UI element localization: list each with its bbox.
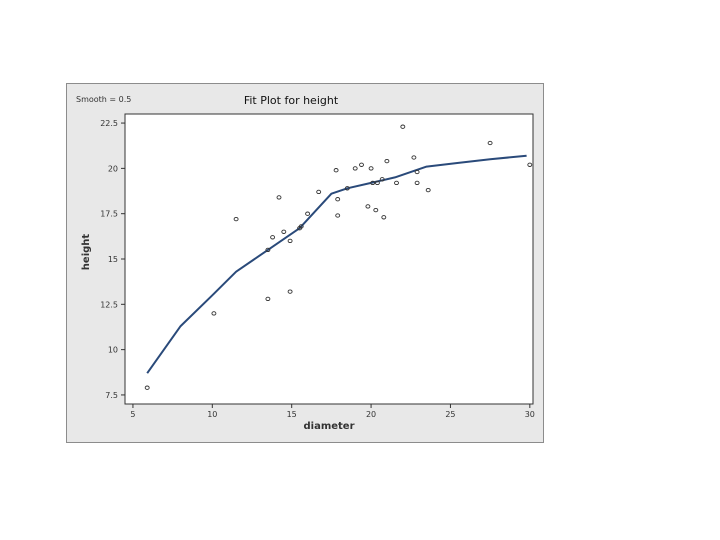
data-point: [305, 211, 311, 216]
data-point: [365, 204, 371, 209]
x-tick-label: 25: [445, 410, 455, 419]
data-point: [379, 177, 385, 182]
data-point: [344, 186, 350, 191]
data-point: [144, 385, 150, 390]
fit-line: [146, 154, 527, 374]
y-tick-label: 17.5: [100, 210, 118, 219]
x-tick-label: 10: [207, 410, 217, 419]
data-point: [287, 289, 293, 294]
data-point: [425, 187, 431, 193]
data-point: [287, 238, 293, 244]
y-tick-label: 12.5: [100, 300, 118, 309]
data-point: [298, 224, 304, 229]
x-tick-label: 30: [525, 410, 535, 419]
data-point: [374, 180, 380, 186]
x-tick-label: 20: [366, 410, 376, 419]
y-axis-title: height: [81, 234, 92, 271]
data-point: [359, 162, 364, 167]
data-point: [394, 180, 399, 186]
data-point: [211, 311, 217, 316]
data-point: [233, 216, 239, 222]
chart-figure: Smooth = 0.5 Fit Plot for height 5 10 15 20…: [66, 83, 544, 443]
y-tick-label: 7.5: [105, 391, 118, 400]
data-point: [381, 215, 387, 220]
data-point: [333, 168, 339, 173]
y-tick-label: 10: [108, 346, 118, 355]
x-tick-label: 5: [130, 410, 135, 419]
data-point: [265, 296, 271, 302]
y-tick-label: 22.5: [100, 119, 118, 128]
x-axis-title: diameter: [303, 421, 354, 432]
y-axis: 7.5 10 12.5 15 17.5 20 22.5: [100, 119, 125, 400]
data-point: [276, 195, 282, 200]
data-point: [352, 166, 358, 171]
fit-line-group: [146, 154, 527, 374]
data-point: [487, 140, 493, 146]
data-point: [335, 197, 341, 202]
data-point: [527, 162, 533, 167]
data-point: [373, 207, 379, 213]
data-point: [414, 180, 420, 186]
chart-title: Fit Plot for height: [244, 94, 339, 107]
data-point: [370, 180, 376, 186]
x-axis: 5 10 15 20 25 30: [130, 404, 535, 419]
chart-svg: Smooth = 0.5 Fit Plot for height 5 10 15 20…: [76, 94, 535, 432]
data-point: [400, 124, 406, 129]
data-point: [335, 213, 341, 218]
y-tick-label: 20: [108, 164, 118, 173]
data-point: [368, 166, 374, 171]
y-tick-label: 15: [108, 255, 118, 264]
x-tick-label: 15: [287, 410, 297, 419]
data-point: [316, 189, 322, 195]
data-point: [411, 155, 417, 160]
plot-area: [124, 113, 534, 405]
data-point: [414, 169, 420, 175]
data-point: [265, 247, 271, 253]
scatter-points: [144, 124, 533, 390]
data-point: [281, 229, 287, 234]
smooth-annotation: Smooth = 0.5: [76, 95, 131, 104]
data-point: [384, 158, 390, 164]
data-point: [270, 235, 276, 240]
